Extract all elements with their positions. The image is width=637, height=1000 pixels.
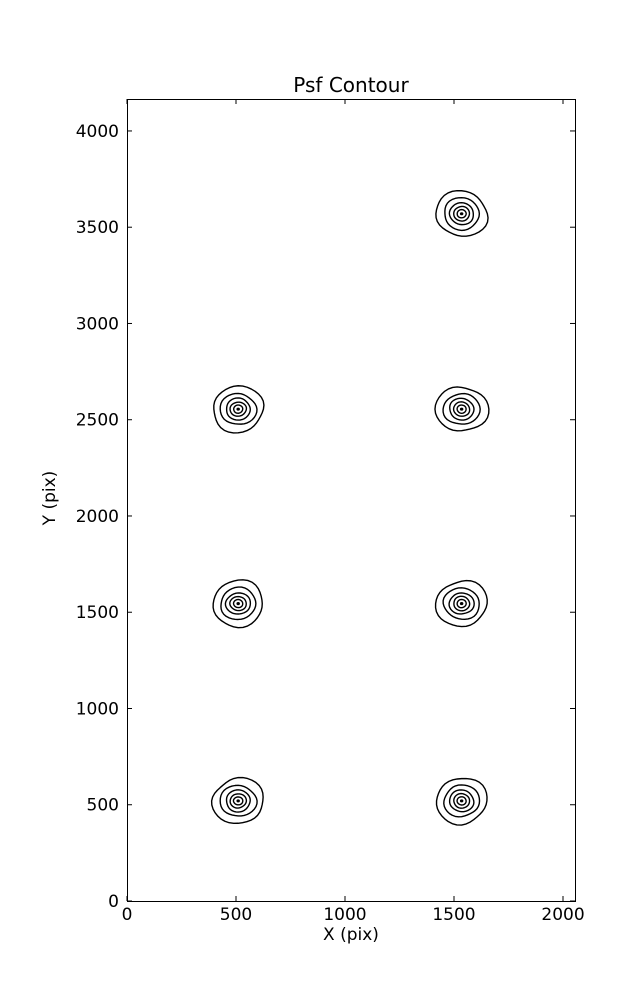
- x-tick-label: 500: [220, 905, 252, 925]
- contour-ring: [232, 796, 244, 806]
- contour-ring: [452, 401, 471, 417]
- contour-ring: [448, 201, 474, 226]
- contour-ring: [453, 205, 471, 222]
- x-tick-label: 2000: [541, 905, 584, 925]
- contour-ring: [453, 595, 471, 612]
- contour-ring: [233, 404, 244, 414]
- contour-ring: [212, 579, 263, 629]
- contour-ring: [442, 587, 480, 620]
- contour-ring: [213, 385, 265, 434]
- contour-ring: [456, 208, 467, 219]
- contour-center-dot: [459, 799, 464, 803]
- contour-ring: [449, 397, 475, 421]
- contour-ring: [456, 404, 467, 414]
- contour-ring: [225, 397, 251, 421]
- y-tick-label: 1500: [76, 603, 119, 623]
- contour-center-dot: [236, 799, 240, 803]
- contour-ring: [232, 598, 244, 609]
- x-tick-label: 0: [122, 905, 133, 925]
- contour-center-dot: [236, 602, 240, 606]
- contour-center-dot: [459, 602, 464, 606]
- contour-ring: [453, 792, 471, 809]
- axes-box: [127, 99, 576, 902]
- chart-title: Psf Contour: [293, 73, 409, 97]
- y-tick-label: 4000: [76, 122, 119, 142]
- contour-ring: [435, 777, 488, 826]
- y-tick-label: 1000: [76, 699, 119, 719]
- contour-ring: [225, 789, 251, 813]
- contour-ring: [443, 784, 481, 818]
- y-tick-label: 500: [87, 796, 119, 816]
- contour-ring: [442, 392, 481, 425]
- contour-ring: [219, 784, 258, 817]
- y-tick-label: 0: [108, 892, 119, 912]
- contour-center-dot: [236, 407, 240, 411]
- contour-ring: [219, 392, 258, 425]
- contour-ring: [220, 586, 257, 621]
- contour-ring: [435, 189, 489, 237]
- contour-ring: [434, 579, 488, 628]
- contour-ring: [448, 592, 475, 615]
- contour-ring: [448, 789, 475, 813]
- contour-ring: [444, 196, 481, 232]
- contour-ring: [434, 386, 490, 432]
- contour-ring: [456, 796, 467, 806]
- y-tick-label: 2500: [76, 411, 119, 431]
- contour-ring: [456, 598, 467, 609]
- contour-ring: [224, 592, 252, 615]
- y-tick-label: 2000: [76, 507, 119, 527]
- contour-ring: [210, 776, 264, 825]
- contour-center-dot: [459, 407, 464, 411]
- x-tick-label: 1000: [323, 905, 366, 925]
- y-tick-label: 3000: [76, 314, 119, 334]
- x-axis-label: X (pix): [323, 925, 379, 945]
- contour-ring: [229, 793, 248, 809]
- contour-center-dot: [459, 212, 464, 216]
- contour-ring: [229, 401, 248, 417]
- contour-ring: [229, 595, 247, 612]
- y-tick-label: 3500: [76, 218, 119, 238]
- x-tick-label: 1500: [432, 905, 475, 925]
